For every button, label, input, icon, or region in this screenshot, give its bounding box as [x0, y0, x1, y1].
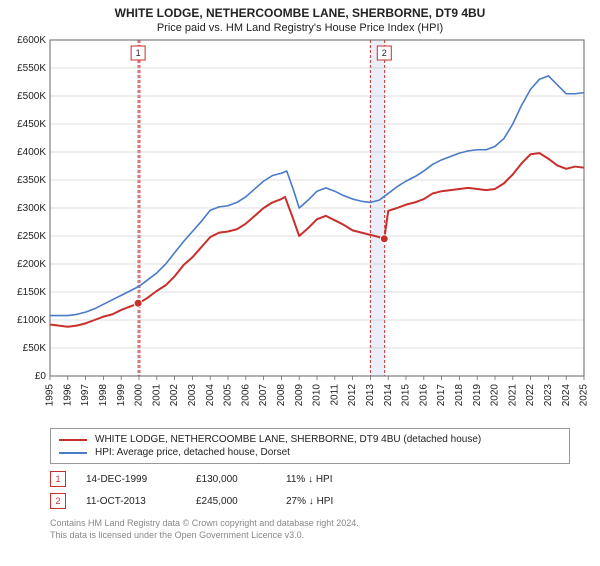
- svg-text:£600K: £600K: [17, 35, 46, 46]
- svg-text:2016: 2016: [418, 384, 429, 407]
- chart-svg: £0 £50K £100K £150K £200K £250K £300K £350K £400…: [0, 34, 600, 424]
- legend-label: HPI: Average price, detached house, Dors…: [95, 447, 290, 458]
- footnote-line: Contains HM Land Registry data © Crown c…: [50, 518, 570, 530]
- svg-text:£0: £0: [35, 371, 47, 382]
- svg-text:2015: 2015: [401, 384, 412, 407]
- svg-text:2011: 2011: [329, 384, 340, 406]
- svg-text:2002: 2002: [169, 384, 180, 407]
- svg-text:£500K: £500K: [17, 91, 46, 102]
- svg-text:1999: 1999: [116, 384, 127, 407]
- footnote: Contains HM Land Registry data © Crown c…: [50, 518, 570, 541]
- svg-text:2010: 2010: [312, 384, 323, 407]
- footnote-line: This data is licensed under the Open Gov…: [50, 530, 570, 542]
- svg-text:2007: 2007: [258, 384, 269, 407]
- sale-date: 11-OCT-2013: [86, 496, 176, 507]
- svg-text:£550K: £550K: [17, 63, 46, 74]
- svg-text:2000: 2000: [134, 384, 145, 407]
- svg-text:£300K: £300K: [17, 203, 46, 214]
- legend-row: WHITE LODGE, NETHERCOOMBE LANE, SHERBORN…: [59, 433, 561, 446]
- svg-text:2009: 2009: [294, 384, 305, 407]
- sale-price: £130,000: [196, 474, 266, 485]
- sale-date: 14-DEC-1999: [86, 474, 176, 485]
- svg-text:2021: 2021: [507, 384, 518, 407]
- svg-text:2025: 2025: [579, 384, 590, 407]
- chart-area: £0 £50K £100K £150K £200K £250K £300K £350K £400…: [0, 34, 600, 424]
- legend-row: HPI: Average price, detached house, Dors…: [59, 446, 561, 459]
- sale-row: 1 14-DEC-1999 £130,000 11% ↓ HPI: [50, 468, 570, 490]
- svg-text:£50K: £50K: [23, 343, 47, 354]
- svg-text:1: 1: [136, 48, 141, 58]
- svg-text:2022: 2022: [525, 384, 536, 407]
- svg-text:2004: 2004: [205, 384, 216, 407]
- svg-text:2012: 2012: [347, 384, 358, 407]
- sale-badge: 2: [50, 493, 66, 509]
- svg-text:1998: 1998: [98, 384, 109, 407]
- svg-text:2013: 2013: [365, 384, 376, 407]
- svg-text:2001: 2001: [151, 384, 162, 407]
- svg-text:2: 2: [382, 48, 387, 58]
- sales-table: 1 14-DEC-1999 £130,000 11% ↓ HPI 2 11-OCT-201…: [50, 468, 570, 512]
- sale-badge: 1: [50, 471, 66, 487]
- svg-text:2003: 2003: [187, 384, 198, 407]
- svg-text:2018: 2018: [454, 384, 465, 407]
- svg-text:2023: 2023: [543, 384, 554, 407]
- sale-delta: 11% ↓ HPI: [286, 474, 376, 485]
- legend-label: WHITE LODGE, NETHERCOOMBE LANE, SHERBORN…: [95, 434, 481, 445]
- svg-text:£450K: £450K: [17, 119, 46, 130]
- svg-text:£200K: £200K: [17, 259, 46, 270]
- svg-text:1997: 1997: [80, 384, 91, 407]
- svg-text:1996: 1996: [62, 384, 73, 407]
- svg-text:1995: 1995: [45, 384, 56, 407]
- svg-text:2017: 2017: [436, 384, 447, 407]
- svg-text:£250K: £250K: [17, 231, 46, 242]
- chart-subtitle: Price paid vs. HM Land Registry's House …: [0, 22, 600, 34]
- svg-text:2014: 2014: [383, 384, 394, 407]
- svg-text:£350K: £350K: [17, 175, 46, 186]
- svg-text:2024: 2024: [561, 384, 572, 407]
- svg-text:£100K: £100K: [17, 315, 46, 326]
- sale-row: 2 11-OCT-2013 £245,000 27% ↓ HPI: [50, 490, 570, 512]
- svg-text:2006: 2006: [240, 384, 251, 407]
- chart-title: WHITE LODGE, NETHERCOOMBE LANE, SHERBORN…: [0, 6, 600, 20]
- svg-text:2008: 2008: [276, 384, 287, 407]
- legend: WHITE LODGE, NETHERCOOMBE LANE, SHERBORN…: [50, 428, 570, 464]
- legend-swatch: [59, 439, 87, 441]
- sale-price: £245,000: [196, 496, 266, 507]
- svg-text:£150K: £150K: [17, 287, 46, 298]
- svg-text:2005: 2005: [223, 384, 234, 407]
- svg-text:2019: 2019: [472, 384, 483, 407]
- svg-text:2020: 2020: [490, 384, 501, 407]
- svg-text:£400K: £400K: [17, 147, 46, 158]
- legend-swatch: [59, 452, 87, 454]
- sale-delta: 27% ↓ HPI: [286, 496, 376, 507]
